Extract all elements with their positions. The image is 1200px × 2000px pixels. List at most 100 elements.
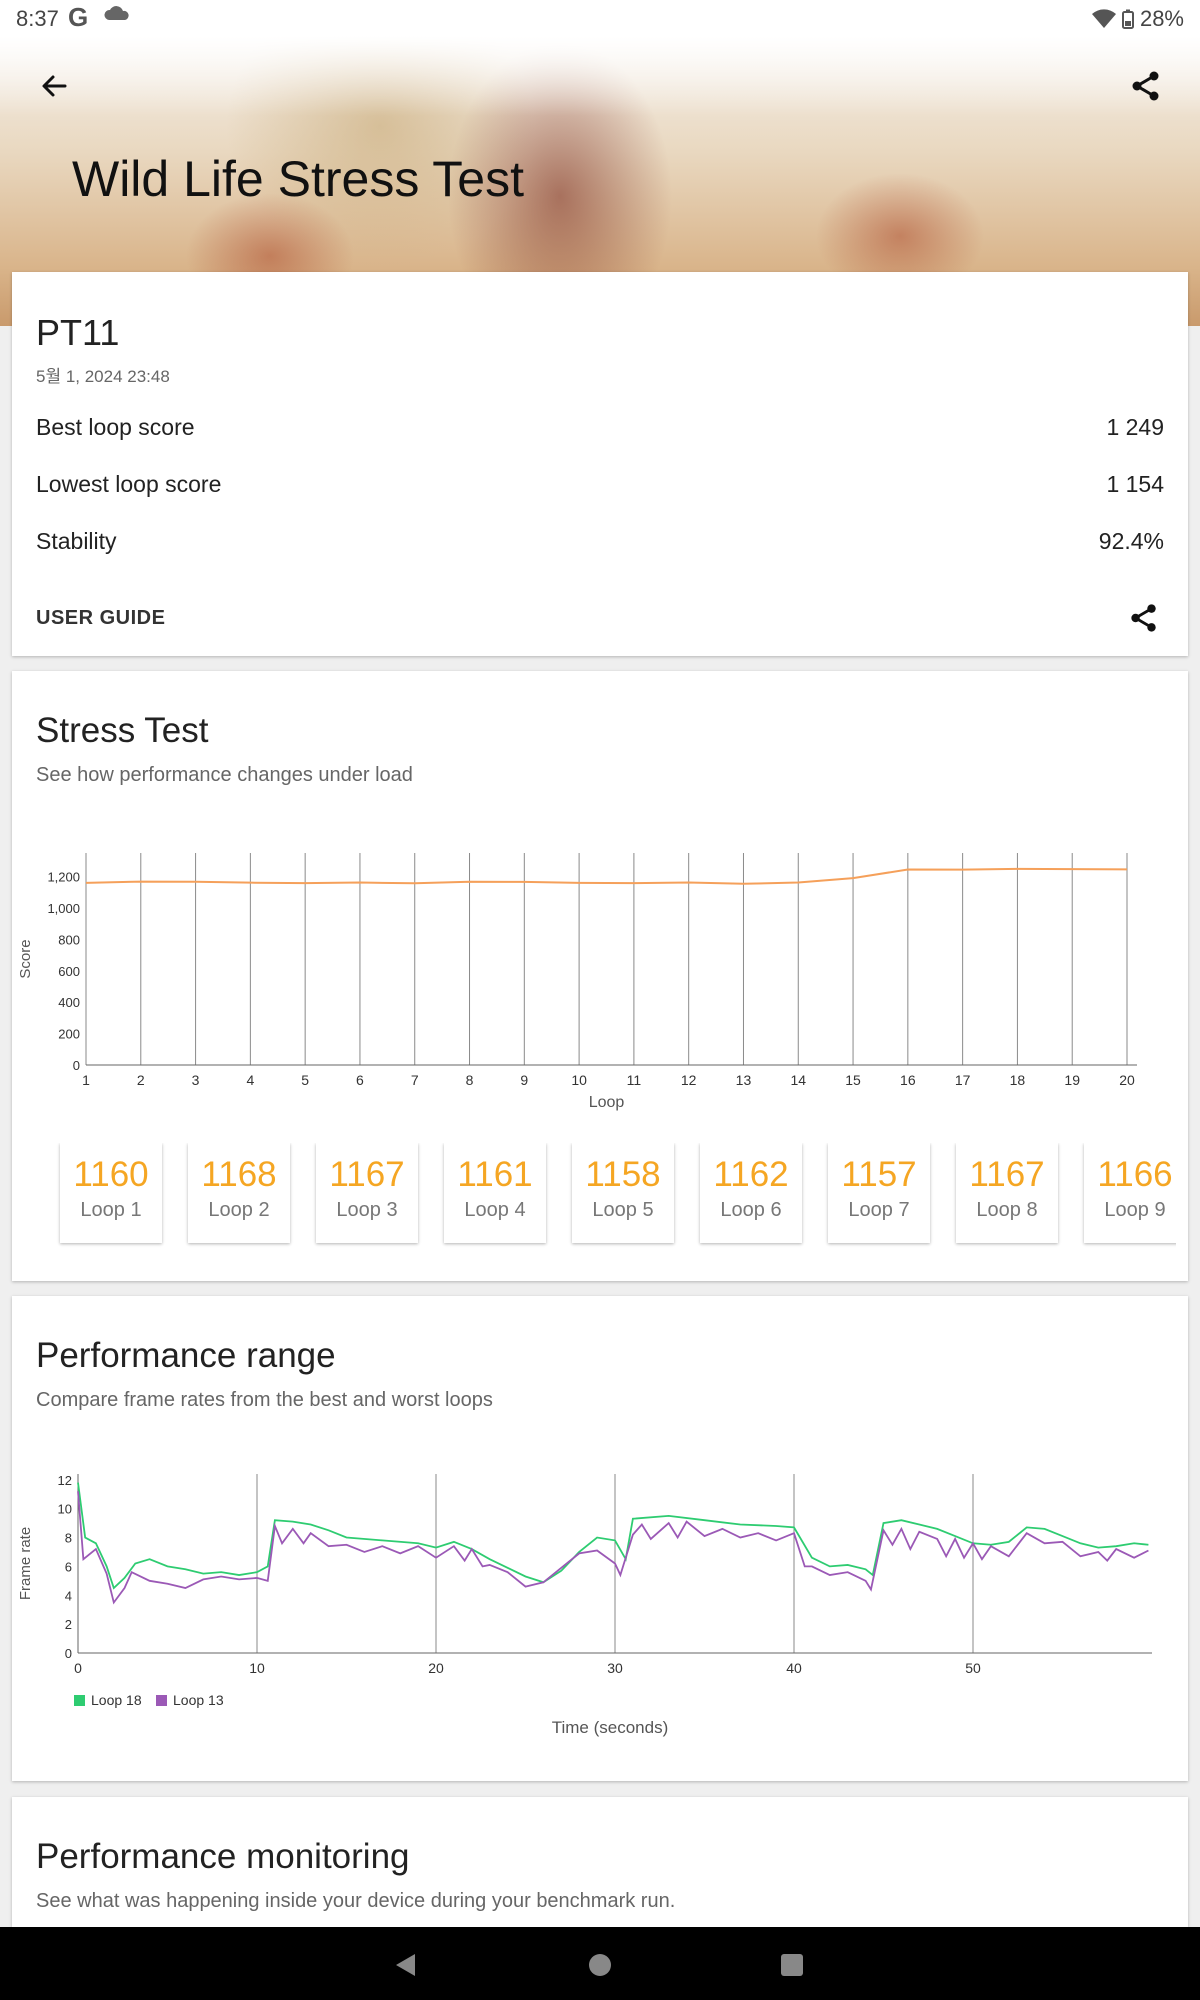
loop-score-label: Loop 6 bbox=[720, 1199, 782, 1221]
x-axis-label: Loop bbox=[589, 1094, 625, 1111]
nav-back-icon bbox=[396, 1954, 415, 1976]
x-tick-label: 7 bbox=[411, 1072, 419, 1088]
frame-rate-chart: 0 10 20 30 40 50 0 2 4 6 8 10 12 Frame rate Loop 18 Loo… bbox=[17, 1473, 1152, 1737]
y-axis-label: Frame rate bbox=[17, 1527, 34, 1600]
row-value: 1 249 bbox=[1106, 414, 1164, 440]
y-tick-label: 10 bbox=[58, 1502, 72, 1517]
x-tick-label: 2 bbox=[137, 1072, 145, 1088]
loop-score-list[interactable]: 1160 Loop 1 1168 Loop 2 1167 Loop 3 1161 Loop 4… bbox=[48, 1143, 1176, 1251]
nav-home-icon bbox=[589, 1954, 611, 1976]
loop-score-card[interactable]: 1161 Loop 4 bbox=[444, 1143, 546, 1243]
legend-swatch bbox=[156, 1695, 167, 1706]
loop-score-card[interactable]: 1167 Loop 3 bbox=[316, 1143, 418, 1243]
legend-label: Loop 13 bbox=[173, 1692, 224, 1708]
section-title: Performance monitoring bbox=[36, 1837, 410, 1876]
loop-score-card[interactable]: 1158 Loop 5 bbox=[572, 1143, 674, 1243]
series-line-loop-18 bbox=[77, 1482, 1149, 1590]
row-label: Stability bbox=[36, 528, 117, 554]
loop-score-value: 1167 bbox=[969, 1155, 1045, 1194]
series-line-score bbox=[85, 867, 1128, 885]
x-tick-label: 1 bbox=[82, 1072, 90, 1088]
user-guide-link[interactable]: USER GUIDE bbox=[36, 607, 166, 629]
status-bar: 8:37 G 28% bbox=[0, 0, 1200, 36]
x-tick-label: 50 bbox=[965, 1660, 981, 1676]
x-tick-label: 10 bbox=[249, 1660, 265, 1676]
device-name: PT11 bbox=[36, 312, 120, 353]
loop-score-card[interactable]: 1167 Loop 8 bbox=[956, 1143, 1058, 1243]
cloud-icon bbox=[104, 6, 129, 20]
wifi-icon bbox=[1091, 9, 1116, 28]
performance-monitoring-card: Performance monitoring See what was happ… bbox=[12, 1797, 1188, 1927]
nav-recents-button[interactable] bbox=[772, 1945, 812, 1985]
row-value: 92.4% bbox=[1098, 528, 1164, 554]
legend-label: Loop 18 bbox=[91, 1692, 142, 1708]
y-tick-label: 400 bbox=[58, 995, 80, 1010]
x-tick-label: 18 bbox=[1010, 1072, 1026, 1088]
x-tick-label: 40 bbox=[786, 1660, 802, 1676]
loop-score-value: 1160 bbox=[73, 1155, 149, 1194]
loop-score-card[interactable]: 1160 Loop 1 bbox=[60, 1143, 162, 1243]
y-axis-label: Score bbox=[17, 939, 34, 978]
x-tick-label: 14 bbox=[790, 1072, 806, 1088]
loop-score-value: 1157 bbox=[841, 1155, 917, 1194]
y-tick-label: 1,000 bbox=[47, 901, 80, 916]
loop-score-label: Loop 3 bbox=[336, 1199, 398, 1221]
legend-swatch bbox=[74, 1695, 85, 1706]
nav-home-button[interactable] bbox=[580, 1945, 620, 1985]
lowest-loop-row: Lowest loop score 1 154 bbox=[36, 471, 1164, 498]
nav-recents-icon bbox=[781, 1954, 803, 1976]
x-tick-label: 13 bbox=[736, 1072, 752, 1088]
loop-score-card[interactable]: 1166 Loop 9 bbox=[1084, 1143, 1176, 1243]
loop-score-value: 1161 bbox=[457, 1155, 533, 1194]
x-tick-label: 12 bbox=[681, 1072, 697, 1088]
navigation-bar bbox=[0, 1927, 1200, 2000]
status-time: 8:37 bbox=[16, 6, 59, 31]
loop-score-card[interactable]: 1168 Loop 2 bbox=[188, 1143, 290, 1243]
share-result-button[interactable] bbox=[1124, 598, 1164, 638]
y-tick-label: 200 bbox=[58, 1027, 80, 1042]
loop-score-card[interactable]: 1162 Loop 6 bbox=[700, 1143, 802, 1243]
summary-card: PT11 5월 1, 2024 23:48 Best loop score 1 … bbox=[12, 272, 1188, 656]
x-tick-label: 10 bbox=[571, 1072, 587, 1088]
back-button[interactable] bbox=[32, 64, 76, 108]
battery-percent: 28% bbox=[1139, 6, 1184, 31]
stress-test-card: Stress Test See how performance changes … bbox=[12, 671, 1188, 1281]
x-tick-label: 19 bbox=[1064, 1072, 1080, 1088]
run-date: 5월 1, 2024 23:48 bbox=[36, 367, 170, 386]
x-tick-label: 0 bbox=[74, 1660, 82, 1676]
loop-score-label: Loop 4 bbox=[464, 1199, 526, 1221]
x-tick-label: 16 bbox=[900, 1072, 916, 1088]
x-tick-label: 8 bbox=[466, 1072, 474, 1088]
row-label: Lowest loop score bbox=[36, 471, 222, 497]
loop-score-value: 1167 bbox=[329, 1155, 405, 1194]
y-tick-label: 6 bbox=[65, 1559, 72, 1574]
loop-score-card[interactable]: 1157 Loop 7 bbox=[828, 1143, 930, 1243]
loop-score-label: Loop 9 bbox=[1104, 1199, 1166, 1221]
loop-score-value: 1168 bbox=[201, 1155, 277, 1194]
loop-score-label: Loop 2 bbox=[208, 1199, 270, 1221]
y-tick-label: 600 bbox=[58, 964, 80, 979]
loop-score-label: Loop 8 bbox=[976, 1199, 1038, 1221]
y-tick-label: 8 bbox=[65, 1531, 72, 1546]
y-tick-label: 0 bbox=[65, 1646, 72, 1661]
section-subtitle: See what was happening inside your devic… bbox=[36, 1890, 676, 1912]
share-button[interactable] bbox=[1124, 64, 1168, 108]
stress-score-chart: 1 2 3 4 5 6 7 8 9 10 11 12 13 14 15 16 17 18 19 20020040060… bbox=[17, 853, 1137, 1111]
best-loop-row: Best loop score 1 249 bbox=[36, 414, 1164, 441]
share-icon bbox=[1131, 604, 1156, 632]
y-tick-label: 0 bbox=[73, 1058, 80, 1073]
loop-score-label: Loop 1 bbox=[80, 1199, 142, 1221]
battery-icon bbox=[1121, 9, 1134, 29]
page-title: Wild Life Stress Test bbox=[72, 151, 525, 207]
y-tick-label: 1,200 bbox=[47, 870, 80, 885]
row-value: 1 154 bbox=[1106, 471, 1164, 497]
section-title: Performance range bbox=[36, 1336, 336, 1375]
section-subtitle: Compare frame rates from the best and wo… bbox=[36, 1389, 493, 1411]
series-line-loop-13 bbox=[77, 1491, 1149, 1605]
y-tick-label: 12 bbox=[58, 1473, 72, 1488]
arrow-back-icon bbox=[42, 75, 67, 97]
nav-back-button[interactable] bbox=[386, 1945, 426, 1985]
x-tick-label: 30 bbox=[607, 1660, 623, 1676]
google-icon: G bbox=[68, 2, 89, 32]
loop-score-label: Loop 5 bbox=[592, 1199, 654, 1221]
